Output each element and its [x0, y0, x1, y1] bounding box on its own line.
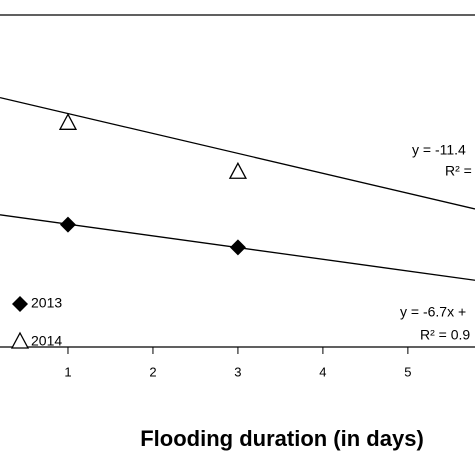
legend-label: 2014 — [31, 333, 62, 349]
triangle-marker — [58, 112, 78, 130]
x-axis-label: Flooding duration (in days) — [140, 426, 424, 451]
x-tick-label: 4 — [319, 364, 326, 379]
x-tick-label: 1 — [64, 364, 71, 379]
legend-marker — [12, 296, 28, 312]
x-tick-label: 5 — [404, 364, 411, 379]
r-squared: R² = — [445, 163, 472, 179]
diamond-marker — [229, 239, 246, 256]
x-tick-label: 2 — [149, 364, 156, 379]
diamond-marker — [59, 216, 76, 233]
legend-label: 2013 — [31, 295, 62, 311]
trendline — [0, 96, 475, 210]
triangle-marker — [228, 161, 248, 179]
x-tick-label: 3 — [234, 364, 241, 379]
equation: y = -6.7x + — [400, 304, 466, 320]
legend-marker — [10, 331, 30, 349]
r-squared: R² = 0.9 — [420, 327, 470, 343]
equation: y = -11.4 — [412, 142, 466, 158]
